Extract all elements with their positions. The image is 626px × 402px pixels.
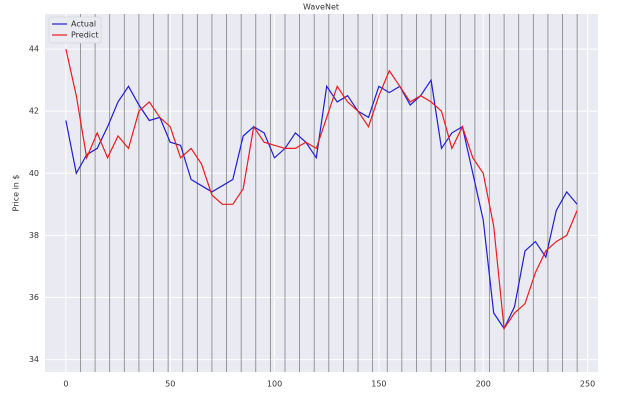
legend-label: Actual bbox=[71, 20, 96, 29]
series-line bbox=[65, 78, 578, 330]
plot-area bbox=[45, 14, 598, 372]
x-tick-label: 100 bbox=[267, 380, 282, 389]
x-tick-label: 50 bbox=[165, 380, 175, 389]
y-tick-label: 38 bbox=[29, 231, 39, 240]
y-tick-label: 34 bbox=[29, 355, 39, 364]
x-tick-label: 0 bbox=[63, 380, 68, 389]
legend-label: Predict bbox=[71, 31, 99, 40]
y-axis-label: Price in $ bbox=[12, 175, 21, 212]
y-tick-label: 36 bbox=[29, 293, 39, 302]
y-tick-label: 44 bbox=[29, 45, 39, 54]
x-tick-label: 150 bbox=[371, 380, 386, 389]
x-tick-label: 200 bbox=[476, 380, 491, 389]
x-tick-label: 250 bbox=[580, 380, 595, 389]
y-tick-label: 40 bbox=[29, 169, 39, 178]
chart-title: WaveNet bbox=[303, 3, 339, 12]
series-line bbox=[65, 48, 578, 331]
y-tick-label: 42 bbox=[29, 107, 39, 116]
plot bbox=[45, 14, 598, 372]
